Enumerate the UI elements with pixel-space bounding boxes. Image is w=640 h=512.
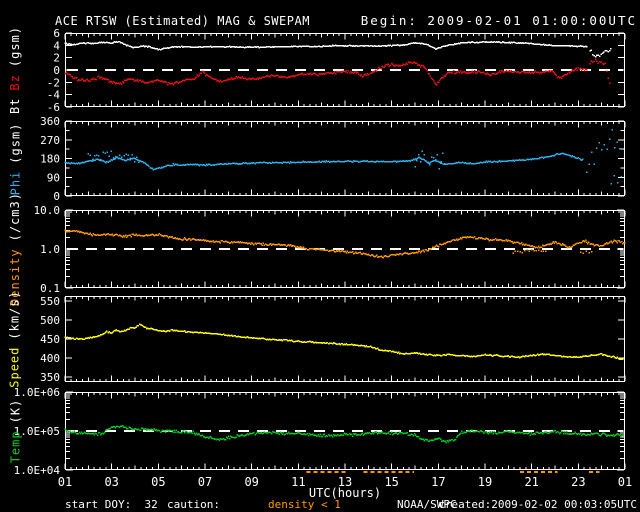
- y-tick-label: 0.1: [40, 282, 60, 295]
- y-tick-label: 6: [53, 27, 60, 40]
- y-tick-label: 90: [47, 171, 60, 184]
- caution-label: caution:: [167, 498, 220, 511]
- x-tick-label: 15: [384, 475, 398, 489]
- created-timestamp: created:2009-02-02 00:03:05UTC: [438, 498, 637, 511]
- y-tick-label: 10.0: [34, 204, 61, 217]
- speed-unit: (km/s): [8, 290, 23, 340]
- x-tick-label: 11: [291, 475, 305, 489]
- y-tick-label: -6: [47, 101, 60, 114]
- y-tick-label: 270: [40, 134, 60, 147]
- x-axis-title: UTC(hours): [308, 486, 382, 500]
- panel-temp: 1.0E+06 1.0E+05 1.0E+04: [14, 386, 626, 477]
- y-tick-label: 350: [40, 371, 60, 384]
- series-Density: [64, 229, 626, 259]
- panel-density: 10.0 1.0 0.1: [34, 204, 626, 295]
- y-tick-label: 4: [53, 39, 60, 52]
- series-Phi-burst-mid: [414, 150, 446, 170]
- y-tick-label: 550: [40, 295, 60, 308]
- temp-label: Temp: [8, 430, 22, 464]
- x-tick-label: 23: [571, 475, 585, 489]
- series-Phi-burst-early: [87, 150, 140, 163]
- series-Bz: [64, 61, 588, 86]
- axis-title-bt-bz: Bt Bz (gsm): [0, 26, 30, 114]
- y-tick-label: 500: [40, 314, 60, 327]
- y-tick-label: 450: [40, 333, 60, 346]
- series-Phi: [64, 152, 584, 171]
- x-tick-label: 13: [338, 475, 352, 489]
- series-Phi-late-low: [610, 174, 623, 185]
- series-Density-low-2: [579, 250, 593, 255]
- x-tick-label: 01: [58, 475, 72, 489]
- x-tick-label: 09: [244, 475, 258, 489]
- series-Density-low-1: [512, 248, 547, 254]
- x-tick-label: 03: [104, 475, 118, 489]
- begin-timestamp: Begin: 2009-02-01 01:00:00UTC: [360, 13, 637, 28]
- y-tick-label: 1.0E+05: [14, 425, 60, 438]
- axis-title-phi: Phi(gsm): [0, 121, 30, 196]
- axis-title-speed: Speed (km/s): [0, 290, 30, 387]
- axis-title-temp: Temp (K): [0, 392, 30, 470]
- series-Bz-late-scatter: [589, 58, 611, 85]
- series-Phi-burst-late: [585, 129, 621, 174]
- caution-detail: density < 1: [268, 498, 341, 511]
- series-Temp: [64, 424, 624, 444]
- series-Speed: [64, 323, 624, 361]
- y-tick-label: 1.0E+04: [14, 464, 61, 477]
- temp-unit: (K): [8, 398, 22, 424]
- y-tick-label: 360: [40, 115, 60, 128]
- x-tick-label: 05: [151, 475, 165, 489]
- phi-unit: (gsm): [8, 122, 22, 164]
- speed-label: Speed: [8, 346, 23, 388]
- y-tick-label: 2: [53, 52, 60, 65]
- density-unit: (/cm3): [8, 192, 22, 242]
- panel-phi: 360 270 180 90 0: [40, 115, 626, 203]
- y-tick-label: 0: [53, 64, 60, 77]
- start-doy: start DOY: 32: [65, 498, 158, 511]
- y-tick-label: 0: [53, 190, 60, 203]
- agency: NOAA/SWPC: [397, 498, 457, 511]
- x-tick-label: 21: [524, 475, 538, 489]
- panel-speed: 550 500 450 400 350: [40, 295, 626, 384]
- bz-label: Bz: [8, 74, 22, 91]
- x-tick-label: 07: [198, 475, 212, 489]
- y-tick-label: 1.0: [40, 243, 60, 256]
- y-tick-label: 180: [40, 153, 60, 166]
- y-tick-label: -4: [47, 89, 61, 102]
- bt-bz-unit: (gsm): [8, 25, 22, 68]
- x-tick-label: 19: [478, 475, 492, 489]
- bt-label: Bt: [8, 97, 22, 115]
- x-tick-label: 01: [618, 475, 632, 489]
- axis-title-density: Density(/cm3): [0, 192, 30, 306]
- series-Bt-late-scatter: [589, 48, 612, 58]
- x-tick-label: 17: [431, 475, 445, 489]
- series-Bt: [64, 40, 588, 51]
- y-tick-label: 400: [40, 352, 60, 365]
- page-title: ACE RTSW (Estimated) MAG & SWEPAM: [55, 14, 310, 28]
- y-tick-label: -2: [47, 76, 60, 89]
- y-tick-label: 1.0E+06: [14, 386, 60, 399]
